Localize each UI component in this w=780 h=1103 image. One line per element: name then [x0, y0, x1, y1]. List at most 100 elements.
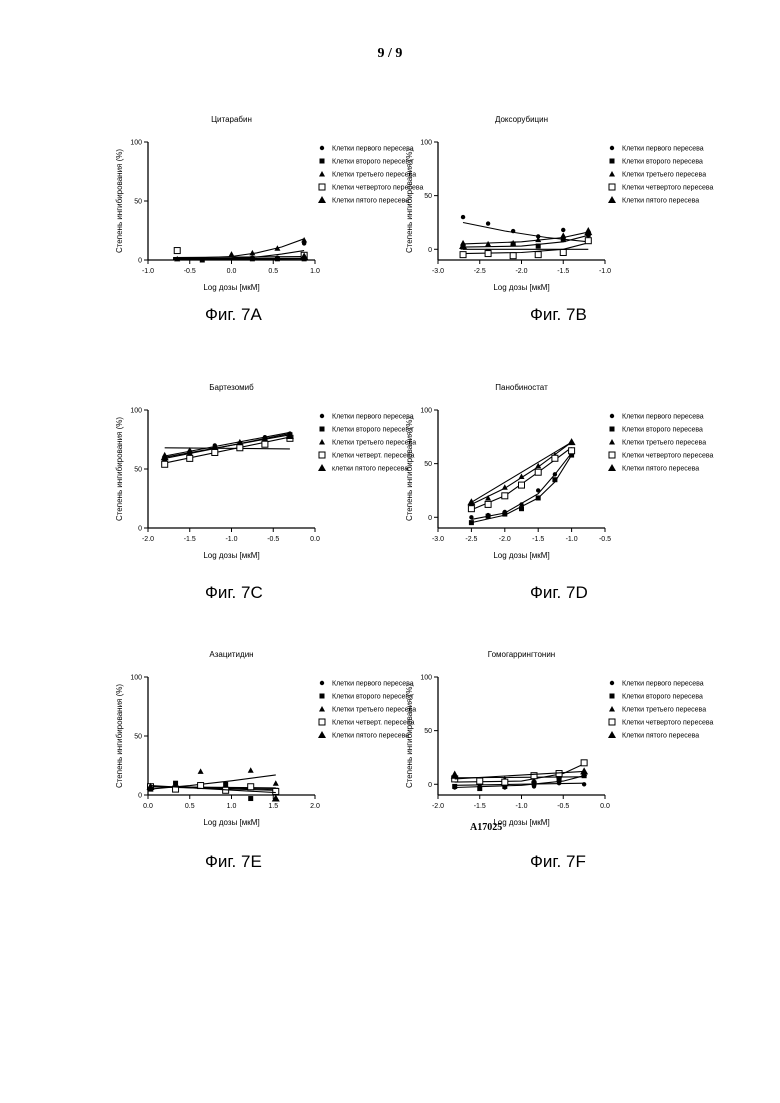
- legend-marker: [609, 693, 615, 699]
- data-point: [518, 481, 525, 489]
- data-point: [555, 770, 563, 778]
- chart-panel-7d: Панобиностат 0 50 100 -3.0 -2.5 -2.0 -1.5 -1.0 -0…: [400, 378, 760, 578]
- x-tick-label: -3.0: [432, 268, 444, 275]
- chart-title: Гомогаррингтонин: [488, 650, 555, 659]
- x-tick-label: -2.0: [432, 803, 444, 810]
- data-point: [485, 494, 492, 501]
- chart-title: Панобиностат: [495, 383, 548, 392]
- data-point: [536, 234, 541, 239]
- legend-marker: [608, 196, 616, 203]
- y-tick-label: 0: [428, 515, 432, 522]
- data-point: [197, 768, 204, 774]
- legend-marker: [608, 464, 616, 471]
- x-tick-label: 0.5: [268, 268, 278, 275]
- y-axis-label: Степень ингибирования (%): [115, 149, 124, 253]
- chart-panel-7c: Бартезомиб 0 50 100 -2.0 -1.5 -1.0 -0.5 0.0 Log д…: [110, 378, 470, 578]
- x-axis-label: Log дозы [мкМ]: [493, 551, 549, 560]
- data-point: [300, 252, 309, 260]
- x-tick-label: 1.0: [227, 803, 237, 810]
- y-axis-label: Степень ингибирования (%): [405, 417, 414, 521]
- data-point: [531, 780, 537, 786]
- data-point: [581, 782, 587, 787]
- y-tick-label: 100: [420, 675, 432, 682]
- data-point: [518, 473, 525, 480]
- legend-label: Клетки пятого пересева: [332, 198, 409, 205]
- chart-panel-7b: Доксорубицин 0 50 100 -3.0 -2.5 -2.0 -1.5 -1.0 Lo…: [400, 110, 760, 310]
- y-tick-label: 50: [424, 193, 432, 200]
- data-point: [560, 232, 567, 238]
- legend-marker: [319, 693, 325, 699]
- legend-label: Клетки первого пересева: [332, 414, 414, 421]
- legend-marker: [609, 145, 615, 151]
- data-point: [580, 767, 589, 775]
- y-axis-label: Степень ингибирования (%): [115, 684, 124, 788]
- data-point: [510, 228, 516, 234]
- legend-label: Клетки второго пересева: [622, 694, 703, 701]
- data-point: [173, 247, 181, 255]
- legend-label: Клетки первого пересева: [332, 146, 414, 153]
- legend-marker: [319, 426, 325, 432]
- document-code: A17025: [470, 822, 503, 833]
- fit-curve: [454, 770, 585, 780]
- fit-curve: [462, 231, 589, 245]
- y-tick-label: 50: [424, 461, 432, 468]
- data-point: [534, 468, 542, 476]
- x-tick-label: -2.0: [142, 536, 154, 543]
- figure-label-7c: Фиг. 7C: [205, 583, 263, 602]
- legend-marker: [319, 145, 325, 151]
- fit-curve: [454, 763, 585, 783]
- fit-curve: [471, 441, 572, 503]
- x-tick-label: -1.0: [515, 803, 527, 810]
- legend-marker: [318, 451, 326, 459]
- data-point: [467, 505, 475, 513]
- y-tick-label: 0: [138, 793, 142, 800]
- legend-label: Клетки пятого пересева: [622, 733, 699, 740]
- legend-label: Клетки второго пересева: [332, 694, 413, 701]
- data-point: [186, 447, 193, 453]
- data-point: [146, 782, 155, 790]
- data-point: [236, 444, 244, 452]
- legend-marker: [318, 196, 326, 203]
- chart-panel-7f: Гомогаррингтонин 0 50 100 -2.0 -1.5 -1.0 -0.5 0.…: [400, 645, 760, 845]
- x-tick-label: 1.0: [310, 268, 320, 275]
- data-point: [502, 783, 508, 789]
- figure-label-7e: Фиг. 7E: [205, 852, 262, 871]
- y-tick-label: 100: [130, 140, 142, 147]
- data-point: [534, 251, 542, 259]
- y-tick-label: 100: [420, 408, 432, 415]
- fit-curve: [164, 431, 291, 457]
- x-axis-label: Log дозы [мкМ]: [203, 818, 259, 827]
- legend-marker: [609, 439, 615, 445]
- x-tick-label: -1.0: [225, 536, 237, 543]
- fit-curve: [164, 434, 290, 458]
- chart-7f: Гомогаррингтонин 0 50 100 -2.0 -1.5 -1.0 -0.5 0.…: [405, 650, 713, 827]
- legend-label: Клетки третьего пересева: [622, 172, 706, 179]
- x-tick-label: 0.0: [310, 536, 320, 543]
- chart-7b: Доксорубицин 0 50 100 -3.0 -2.5 -2.0 -1.5 -1.0 Lo…: [405, 115, 713, 292]
- legend-label: Клетки второго пересева: [622, 159, 703, 166]
- chart-7e: Азацитидин 0 50 100 0.0 0.5 1.0 1.5 2.0 Log дозы …: [115, 650, 416, 827]
- chart-7a: Цитарабин 0 50 100 -1.0 -0.5 0.0 0.5 1.0 Log дозы…: [115, 115, 423, 292]
- legend-label: Клетки первого пересева: [622, 414, 704, 421]
- data-point: [485, 513, 491, 519]
- data-point: [501, 484, 508, 490]
- figure-label-7d: Фиг. 7D: [530, 583, 588, 602]
- page-number: 9 / 9: [377, 46, 403, 61]
- x-axis-label: Log дозы [мкМ]: [203, 551, 259, 560]
- chart-title: Бартезомиб: [209, 383, 254, 392]
- legend-label: Клетки первого пересева: [622, 681, 704, 688]
- fit-curve: [173, 255, 305, 259]
- y-axis-label: Степень ингибирования (%): [405, 684, 414, 788]
- legend-label: Клетки второго пересева: [622, 427, 703, 434]
- data-point: [274, 245, 281, 251]
- data-point: [501, 778, 509, 786]
- figure-label-7a: Фиг. 7A: [205, 305, 262, 324]
- fit-curve: [164, 447, 290, 450]
- legend-label: Клетки первого пересева: [332, 681, 414, 688]
- y-tick-label: 50: [424, 728, 432, 735]
- fit-curve: [164, 436, 291, 464]
- y-tick-label: 0: [428, 247, 432, 254]
- x-tick-label: -2.0: [499, 536, 511, 543]
- legend-label: Клетки четвертого пересева: [622, 185, 713, 192]
- y-tick-label: 50: [134, 734, 142, 741]
